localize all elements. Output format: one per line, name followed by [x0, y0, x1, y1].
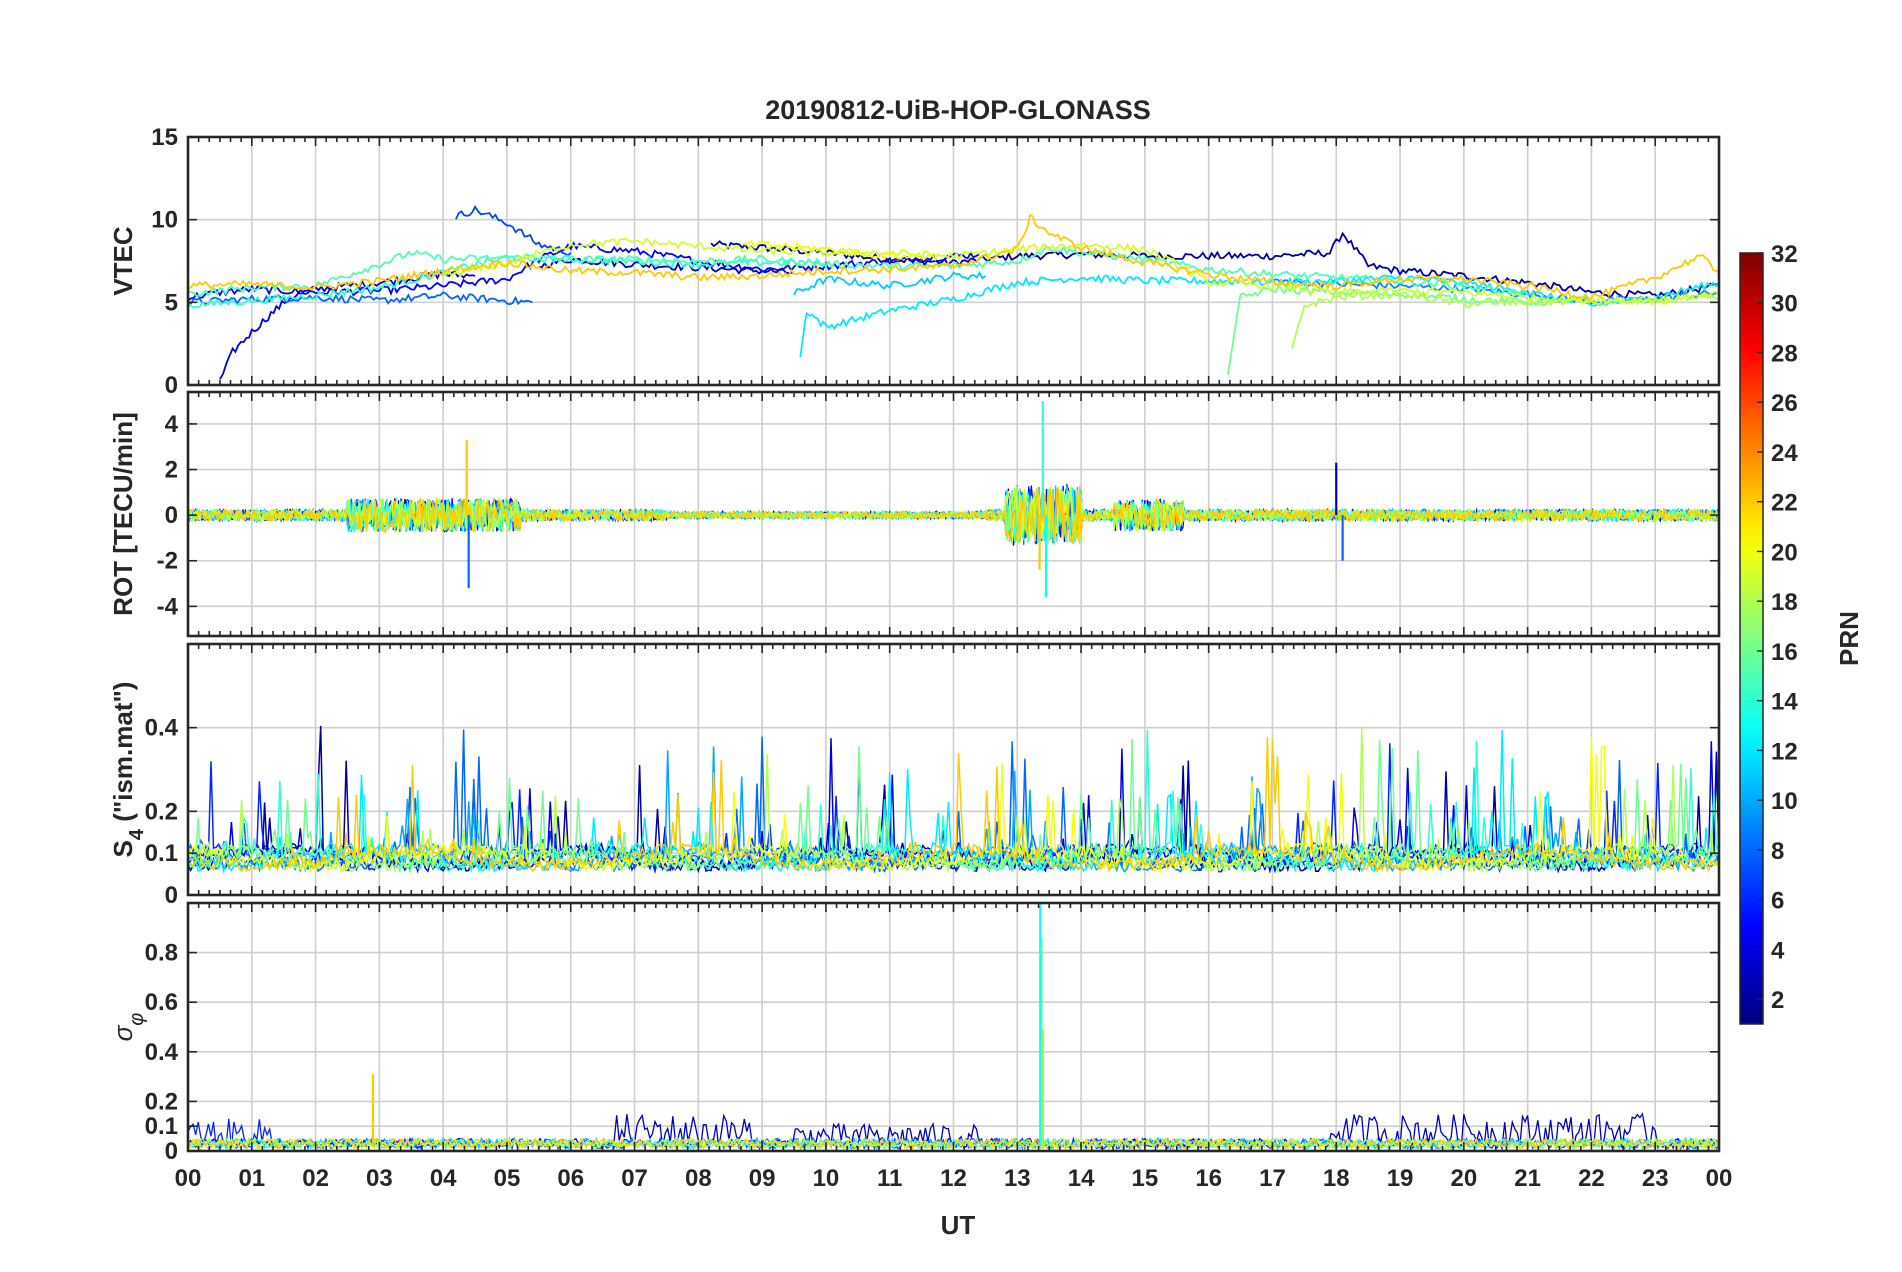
x-tick-label: 18 [1323, 1165, 1350, 1192]
x-tick-label: 14 [1068, 1165, 1095, 1192]
y-tick-label: 0 [165, 1138, 178, 1165]
y-tick-label: 4 [165, 411, 179, 438]
y-axis-label-sigma: σφ [108, 1013, 148, 1042]
x-tick-label: 12 [940, 1165, 967, 1192]
y-axis-label-rot: ROT [TECU/min] [108, 412, 138, 616]
colorbar-tick-label: 10 [1771, 788, 1798, 815]
y-tick-label: 0 [165, 372, 178, 399]
grid-sigma [188, 903, 1719, 1151]
s4-series-prn-12 [188, 729, 1719, 875]
colorbar-tick-label: 26 [1771, 390, 1798, 417]
y-tick-label: 0.4 [145, 1039, 179, 1066]
vtec-series-prn-20 [742, 239, 942, 262]
colorbar-tick-label: 4 [1771, 937, 1785, 964]
colorbar-tick-label: 12 [1771, 738, 1798, 765]
ticks-vtec [187, 136, 1720, 386]
chart-title: 20190812-UiB-HOP-GLONASS [765, 95, 1151, 125]
x-tick-label: 23 [1642, 1165, 1669, 1192]
rot-series-prn-17 [188, 488, 1719, 545]
y-axis-label-vtec: VTEC [108, 226, 138, 296]
panel-s4: 0 0.1 0.2 0.4S4 ("ism.mat") [108, 642, 1721, 909]
colorbar-tick-label: 30 [1771, 291, 1798, 318]
y-tick-label: 10 [151, 207, 178, 234]
panel-vtec: 0 5 10 15 VTEC [108, 124, 1721, 399]
vtec-series-prn-11 [793, 271, 986, 296]
x-tick-label: 05 [494, 1165, 521, 1192]
s4-series-prn-20 [188, 736, 1719, 874]
colorbar-label: PRN [1834, 611, 1864, 666]
plot-area-s4 [188, 725, 1719, 875]
colorbar-tick-label: 22 [1771, 490, 1798, 517]
rot-series-prn-22 [188, 485, 1719, 544]
colorbar-tick-label: 28 [1771, 340, 1798, 367]
s4-series-prn-22 [188, 736, 1719, 874]
x-axis-label: UT [941, 1210, 976, 1240]
y-tick-label: 15 [151, 124, 178, 151]
y-tick-label: -2 [157, 548, 178, 575]
x-tick-label: 21 [1514, 1165, 1541, 1192]
x-tick-label: 01 [238, 1165, 265, 1192]
x-tick-label: 10 [813, 1165, 840, 1192]
y-tick-label: 5 [165, 289, 178, 316]
y-axis-label-s4: S4 ("ism.mat") [108, 682, 148, 858]
ticks-rot [187, 392, 1720, 636]
colorbar-tick-label: 2 [1771, 987, 1784, 1014]
vtec-series-prn-8 [188, 291, 533, 306]
y-tick-label: 0 [165, 882, 178, 909]
colorbar-tick-label: 14 [1771, 689, 1798, 716]
y-tick-label: 0.8 [145, 940, 178, 967]
plot-area-rot [188, 401, 1719, 598]
colorbar-tick-label: 24 [1771, 440, 1798, 467]
x-tick-label: 16 [1195, 1165, 1222, 1192]
plot-area-vtec [188, 205, 1719, 380]
x-tick-label: 07 [621, 1165, 648, 1192]
y-tick-label: 0.2 [145, 798, 178, 825]
colorbar-tick-label: 18 [1771, 589, 1798, 616]
vtec-series-prn-22 [188, 213, 1719, 302]
ticks-sigma [187, 903, 1720, 1152]
panel-rot: -4 -2 0 2 4 ROT [TECU/min] [108, 390, 1721, 638]
colorbar-gradient [1739, 252, 1764, 1025]
x-tick-label: 04 [430, 1165, 457, 1192]
y-tick-label: 0 [165, 502, 178, 529]
colorbar-tick-label: 20 [1771, 539, 1798, 566]
x-tick-label: 09 [749, 1165, 776, 1192]
x-tick-label: 02 [302, 1165, 329, 1192]
x-axis: 00 01 02 03 04 05 06 07 08 09 10 11 12 13 14 15 16 17 18 19… [175, 1165, 1733, 1192]
x-tick-label: 11 [877, 1165, 902, 1192]
y-tick-label: 0.4 [145, 715, 179, 742]
x-tick-label: 20 [1450, 1165, 1477, 1192]
y-tick-label: 0.1 [145, 1113, 178, 1140]
y-tick-label: 2 [165, 457, 178, 484]
colorbar-tick-label: 6 [1771, 888, 1784, 915]
x-tick-label: 19 [1387, 1165, 1414, 1192]
colorbar-tick-label: 32 [1771, 241, 1798, 268]
y-tick-label: 0.6 [145, 989, 178, 1016]
x-tick-label: 13 [1004, 1165, 1031, 1192]
y-tick-label: -4 [157, 593, 179, 620]
x-tick-label: 17 [1259, 1165, 1286, 1192]
colorbar-tick-label: 8 [1771, 838, 1784, 865]
x-tick-label: 00 [1706, 1165, 1733, 1192]
x-tick-label: 08 [685, 1165, 712, 1192]
colorbar-tick-label: 16 [1771, 639, 1798, 666]
s4-series-prn-16 [188, 739, 1719, 874]
x-tick-label: 03 [366, 1165, 393, 1192]
y-tick-label: 0.1 [145, 840, 178, 867]
y-tick-label: 0.2 [145, 1088, 178, 1115]
vtec-series-prn-15 [188, 245, 1529, 297]
x-tick-label: 15 [1132, 1165, 1159, 1192]
panel-sigma: 00.10.2 0.4 0.6 0.8 σφ [108, 901, 1721, 1165]
ticks-s4 [187, 644, 1720, 896]
x-tick-label: 22 [1578, 1165, 1605, 1192]
vtec-series-prn-19 [442, 237, 1719, 307]
x-tick-label: 06 [557, 1165, 584, 1192]
x-tick-label: 00 [175, 1165, 202, 1192]
vtec-series-prn-18 [1290, 289, 1719, 349]
